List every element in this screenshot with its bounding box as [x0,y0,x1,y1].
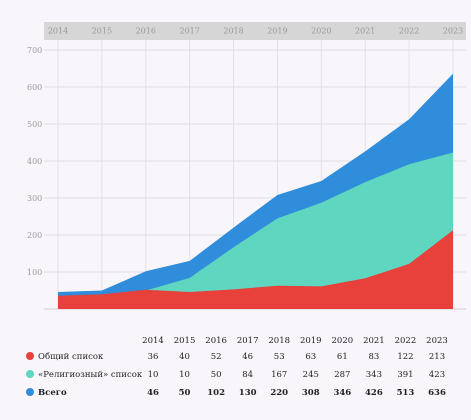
top-band-bg [44,22,466,40]
table-cell: 287 [334,370,350,380]
table-year-header: 2019 [300,336,322,346]
top-year-label: 2019 [267,27,287,36]
table-cell: 245 [303,370,319,380]
areas [58,73,453,309]
legend-label: Общий список [38,351,104,362]
table-cell: 46 [147,388,159,398]
table-cell: 52 [211,352,222,362]
legend-label: «Религиозный» список [38,370,143,380]
top-year-band: 2014 2015 2016 2017 2018 2019 2020 2021 2022 2023 [44,22,466,40]
y-tick-label: 200 [27,231,42,240]
area-total [58,230,453,309]
legend-marker [26,352,34,360]
table-row-general: Общий список 36 40 52 46 53 63 61 83 122 213 [26,351,445,362]
table-cell: 40 [179,352,190,362]
y-tick-label: 100 [27,268,42,277]
table-cell: 308 [302,388,320,398]
y-tick-label: 600 [27,83,42,92]
table-cell: 122 [397,352,413,362]
data-table: 2014 2015 2016 2017 2018 2019 2020 2021 2022 2023… [26,336,448,398]
table-year-header: 2014 [142,336,164,346]
table-year-header: 2021 [363,336,385,346]
table-cell: 50 [179,388,191,398]
top-year-label: 2023 [443,27,463,36]
y-tick-label: 300 [27,194,42,203]
table-cell: 130 [239,388,257,398]
table-cell: 343 [366,370,382,380]
table-row-total: Всего 46 50 102 130 220 308 346 426 513 636 [26,388,446,398]
y-tick-label: 500 [27,120,42,129]
table-cell: 513 [397,388,415,398]
table-cell: 36 [148,352,159,362]
table-year-header: 2020 [332,336,354,346]
table-cell: 220 [270,388,288,398]
legend-marker [26,388,34,396]
table-cell: 46 [242,352,253,362]
y-tick-label: 700 [27,46,42,55]
table-cell: 84 [242,370,253,380]
table-year-header: 2017 [237,336,259,346]
top-year-label: 2017 [179,27,199,36]
area-religious [58,152,453,309]
top-year-label: 2016 [136,27,156,36]
table-cell: 53 [274,352,285,362]
table-cell: 391 [397,370,413,380]
top-year-label: 2014 [48,27,68,36]
table-year-header: 2022 [395,336,417,346]
table-cell: 426 [365,388,383,398]
legend-label: Всего [38,388,67,398]
table-year-header: 2023 [426,336,448,346]
top-year-label: 2020 [311,27,331,36]
table-cell: 61 [337,352,348,362]
table-year-header: 2016 [205,336,227,346]
table-year-header: 2015 [174,336,196,346]
table-cell: 50 [211,370,222,380]
top-year-label: 2018 [223,27,243,36]
y-tick-label: 400 [27,157,42,166]
table-cell: 10 [148,370,159,380]
table-cell: 102 [207,388,225,398]
table-cell: 63 [305,352,316,362]
table-cell: 213 [429,352,445,362]
top-year-label: 2022 [399,27,419,36]
legend-marker [26,370,34,378]
top-year-label: 2015 [92,27,112,36]
table-cell: 10 [179,370,190,380]
table-cell: 167 [271,370,287,380]
table-cell: 423 [429,370,445,380]
table-cell: 83 [368,352,379,362]
table-year-header: 2018 [268,336,290,346]
table-row-religious: «Религиозный» список 10 10 50 84 167 245 287 343… [26,370,445,380]
y-axis-ticks: 100 200 300 400 500 600 700 [27,46,42,277]
top-year-label: 2021 [355,27,375,36]
table-cell: 346 [333,388,351,398]
table-cell: 636 [428,388,446,398]
